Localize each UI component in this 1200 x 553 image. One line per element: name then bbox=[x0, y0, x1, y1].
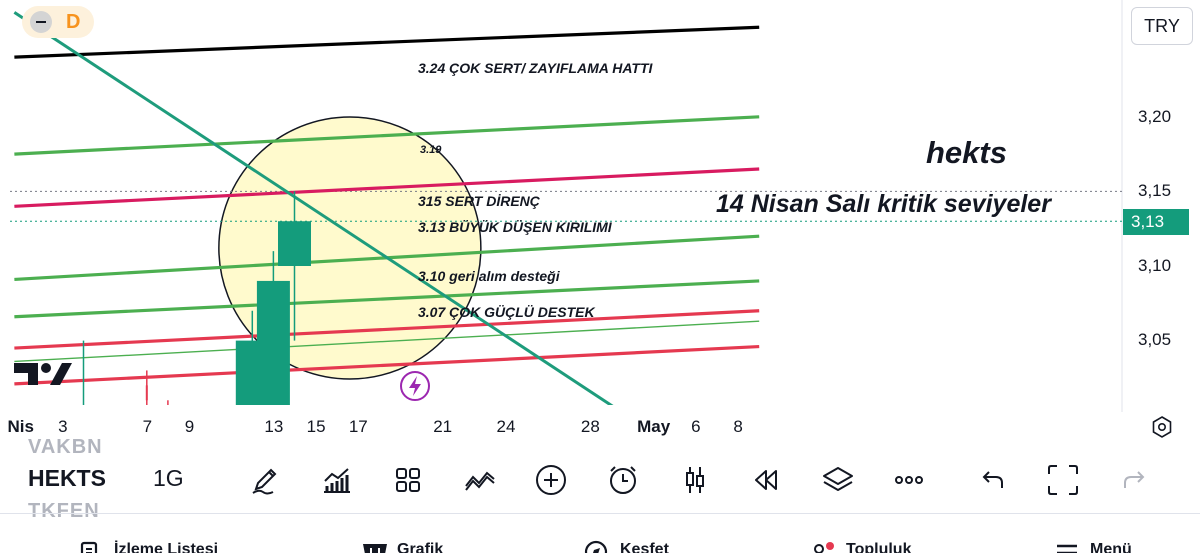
indicators-button[interactable] bbox=[318, 462, 354, 498]
bottom-navigation: İzleme Listesi Grafik Keşfet Topluluk Me… bbox=[0, 513, 1200, 553]
trendline-resistance bbox=[14, 167, 760, 208]
rewind-icon bbox=[755, 470, 777, 490]
trendline-channel bbox=[14, 279, 760, 319]
annotation-319: 3.19 bbox=[420, 144, 442, 156]
candle-body bbox=[278, 221, 311, 266]
object-tree-button[interactable] bbox=[820, 462, 856, 498]
interval-selector[interactable]: 1G bbox=[153, 465, 184, 491]
x-axis-tick: 3 bbox=[58, 417, 68, 436]
community-icon bbox=[814, 542, 834, 553]
x-axis-tick: 8 bbox=[733, 417, 743, 436]
y-axis-tick: 3,10 bbox=[1138, 256, 1172, 275]
plus-circle-icon bbox=[536, 465, 566, 495]
trendline-downtrend bbox=[13, 11, 614, 405]
candle-body bbox=[256, 280, 290, 405]
x-axis-tick: 24 bbox=[496, 417, 516, 436]
y-axis-tick: 3,20 bbox=[1138, 107, 1172, 126]
x-axis-tick: 13 bbox=[264, 417, 284, 436]
nav-community-label: Topluluk bbox=[846, 541, 912, 553]
x-axis-tick: May bbox=[637, 417, 671, 436]
toggle-letter: D bbox=[66, 11, 81, 33]
chart-mode-toggle[interactable]: D bbox=[22, 6, 94, 38]
y-axis-tick: 3,15 bbox=[1138, 181, 1172, 200]
trendline-channel bbox=[14, 115, 760, 156]
trendline-support bbox=[14, 309, 760, 350]
candle-body bbox=[167, 408, 169, 410]
x-axis-tick: 21 bbox=[433, 417, 453, 436]
nav-chart-label: Grafik bbox=[397, 541, 444, 553]
x-axis-tick: 17 bbox=[348, 417, 368, 436]
list-icon bbox=[80, 541, 98, 553]
undo-button[interactable] bbox=[974, 462, 1010, 498]
x-axis-tick: Nis bbox=[7, 417, 34, 436]
replay-button[interactable] bbox=[748, 462, 784, 498]
x-axis-tick: 15 bbox=[306, 417, 326, 436]
chart-area[interactable]: D TRY 3,20 3,15 3,10 3,05 3,13 3.24 ÇOK … bbox=[0, 0, 1200, 438]
annotation-strong-support: 3.07 ÇOK GÜÇLÜ DESTEK bbox=[418, 304, 595, 320]
candle-body bbox=[145, 385, 148, 401]
nav-explore-label: Keşfet bbox=[620, 541, 669, 553]
trendline-channel bbox=[14, 320, 760, 363]
redo-button[interactable] bbox=[1117, 462, 1153, 498]
fullscreen-icon bbox=[1048, 465, 1078, 495]
alert-button[interactable] bbox=[605, 462, 641, 498]
ghost-symbol-above: VAKBN bbox=[28, 436, 103, 458]
price-chart[interactable] bbox=[0, 0, 1200, 412]
nav-menu-label: Menü bbox=[1090, 541, 1132, 553]
redo-icon bbox=[1124, 471, 1145, 488]
currency-selector[interactable]: TRY bbox=[1131, 7, 1193, 45]
annotation-strong-resistance: 315 SERT DİRENÇ bbox=[418, 193, 540, 209]
chart-type-button[interactable] bbox=[677, 462, 713, 498]
fullscreen-button[interactable] bbox=[1045, 462, 1081, 498]
annotation-buyback-support: 3.10 geri alım desteği bbox=[418, 268, 560, 284]
add-symbol-button[interactable] bbox=[533, 462, 569, 498]
x-axis-tick: 9 bbox=[184, 417, 195, 436]
y-axis-tick: 3,05 bbox=[1138, 330, 1172, 349]
trendline-resistance bbox=[14, 25, 760, 59]
grid-icon bbox=[396, 468, 420, 492]
indicators-icon bbox=[324, 468, 350, 493]
pen-icon bbox=[252, 468, 277, 495]
layouts-button[interactable] bbox=[390, 462, 426, 498]
compare-button[interactable] bbox=[462, 462, 498, 498]
chart-nav-icon bbox=[363, 544, 387, 553]
tradingview-logo-icon bbox=[14, 363, 72, 385]
more-dots-icon bbox=[895, 476, 923, 484]
lightning-icon[interactable] bbox=[399, 370, 431, 402]
x-axis-tick: 28 bbox=[580, 417, 600, 436]
x-axis-tick: 6 bbox=[691, 417, 701, 436]
compare-icon bbox=[465, 471, 495, 491]
symbol-name[interactable]: HEKTS bbox=[28, 465, 106, 491]
undo-icon bbox=[982, 471, 1003, 488]
ghost-symbol-below: TKFEN bbox=[28, 500, 100, 522]
hamburger-icon bbox=[1057, 544, 1077, 553]
annotation-breakout: 3.13 BÜYÜK DÜŞEN KIRILIMI bbox=[418, 219, 612, 235]
nav-watchlist-label: İzleme Listesi bbox=[114, 541, 219, 553]
layers-icon bbox=[823, 467, 853, 491]
minus-icon[interactable] bbox=[30, 11, 52, 33]
chart-title-date: 14 Nisan Salı kritik seviyeler bbox=[716, 190, 1051, 218]
annotation-weakening-line: 3.24 ÇOK SERT/ ZAYIFLAMA HATTI bbox=[418, 60, 653, 76]
compass-icon bbox=[584, 540, 608, 553]
trendline-support bbox=[14, 344, 760, 386]
more-button[interactable] bbox=[891, 462, 927, 498]
chart-settings-icon[interactable] bbox=[1150, 415, 1174, 439]
last-price-badge: 3,13 bbox=[1123, 209, 1189, 235]
chart-title-symbol: hekts bbox=[926, 135, 1007, 170]
trendline-channel bbox=[633, 408, 760, 412]
alarm-clock-icon bbox=[610, 466, 636, 494]
x-axis-tick: 7 bbox=[142, 417, 153, 436]
draw-tool-button[interactable] bbox=[247, 462, 283, 498]
candlestick-icon bbox=[686, 467, 704, 493]
